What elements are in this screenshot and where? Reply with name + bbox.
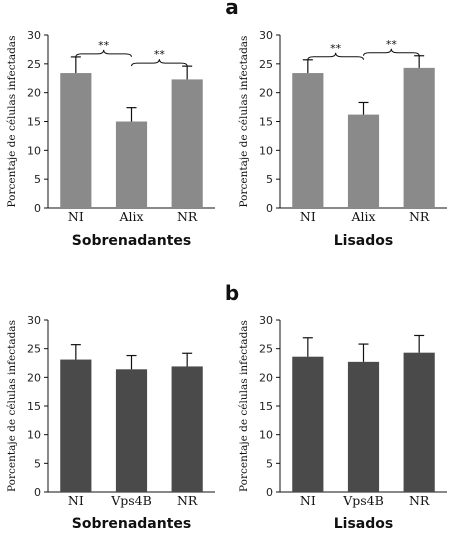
y-tick-label: 30 xyxy=(259,29,273,42)
bar xyxy=(292,73,324,208)
y-tick-label: 15 xyxy=(27,116,41,129)
x-tick-label: Vps4B xyxy=(342,493,384,508)
x-tick-label: NR xyxy=(409,209,430,224)
x-tick-label: Vps4B xyxy=(110,493,152,508)
y-tick-label: 25 xyxy=(27,58,41,71)
y-tick-label: 10 xyxy=(259,144,273,157)
y-tick-label: 0 xyxy=(34,202,41,215)
significance-label: ** xyxy=(386,38,398,51)
significance-bracket xyxy=(363,48,420,56)
x-tick-label: Alix xyxy=(118,209,143,224)
bar xyxy=(171,79,203,208)
x-axis-title: Sobrenadantes xyxy=(72,233,192,249)
x-tick-label: NI xyxy=(300,493,316,508)
y-tick-label: 20 xyxy=(27,87,41,100)
y-tick-label: 25 xyxy=(27,343,41,356)
y-tick-label: 15 xyxy=(259,400,273,413)
y-tick-label: 5 xyxy=(34,173,41,186)
significance-label: ** xyxy=(154,48,166,61)
bar xyxy=(115,369,148,492)
x-tick-label: NR xyxy=(177,493,198,508)
x-tick-label: NI xyxy=(68,493,84,508)
y-tick-label: 5 xyxy=(34,457,41,470)
x-axis-title: Lisados xyxy=(334,233,393,249)
y-tick-label: 10 xyxy=(259,429,273,442)
y-tick-label: 30 xyxy=(27,314,41,327)
significance-label: ** xyxy=(98,39,110,52)
y-tick-label: 20 xyxy=(259,371,273,384)
y-tick-label: 0 xyxy=(266,486,273,499)
x-axis-title: Lisados xyxy=(334,516,393,532)
bar xyxy=(403,67,435,209)
significance-bracket xyxy=(131,59,188,67)
x-tick-label: NR xyxy=(177,209,198,224)
bar xyxy=(171,366,203,492)
y-tick-label: 30 xyxy=(27,29,41,42)
y-tick-label: 20 xyxy=(259,87,273,100)
bar xyxy=(347,114,380,208)
y-tick-label: 5 xyxy=(266,457,273,470)
y-axis-title: Porcentaje de células infectadas xyxy=(6,36,18,208)
y-tick-label: 10 xyxy=(27,429,41,442)
chart-a-lisados: 0 5 10 15 20 25 30 Porcentaje de células infect… xyxy=(238,29,447,249)
bar xyxy=(292,356,324,492)
y-tick-label: 15 xyxy=(259,116,273,129)
y-tick-label: 0 xyxy=(34,486,41,499)
y-axis-title: Porcentaje de células infectadas xyxy=(6,320,18,492)
y-tick-label: 20 xyxy=(27,371,41,384)
panel-letter-b: b xyxy=(225,281,239,305)
x-tick-label: NR xyxy=(409,493,430,508)
y-tick-label: 10 xyxy=(27,144,41,157)
y-tick-label: 25 xyxy=(259,343,273,356)
chart-b-lisados: 0 5 10 15 20 25 30 Porcentaje de células infect… xyxy=(238,314,447,532)
x-tick-label: NI xyxy=(68,209,84,224)
panel-letter-a: a xyxy=(225,0,239,19)
y-tick-label: 15 xyxy=(27,400,41,413)
bar xyxy=(60,359,92,492)
x-tick-label: Alix xyxy=(350,209,375,224)
y-tick-label: 30 xyxy=(259,314,273,327)
x-axis-title: Sobrenadantes xyxy=(72,516,192,532)
bar xyxy=(403,352,435,492)
y-tick-label: 0 xyxy=(266,202,273,215)
significance-bracket xyxy=(307,52,364,60)
bar xyxy=(347,361,380,492)
y-tick-label: 5 xyxy=(266,173,273,186)
bar xyxy=(60,73,92,208)
bar xyxy=(115,121,148,208)
y-axis-title: Porcentaje de células infectadas xyxy=(238,320,250,492)
chart-a-sobrenadantes: 0 5 10 15 20 25 30 Porcentaje de células infect… xyxy=(6,29,215,249)
significance-label: ** xyxy=(330,42,342,55)
x-tick-label: NI xyxy=(300,209,316,224)
y-axis-title: Porcentaje de células infectadas xyxy=(238,36,250,208)
y-tick-label: 25 xyxy=(259,58,273,71)
chart-b-sobrenadantes: 0 5 10 15 20 25 30 Porcentaje de células infect… xyxy=(6,314,215,532)
